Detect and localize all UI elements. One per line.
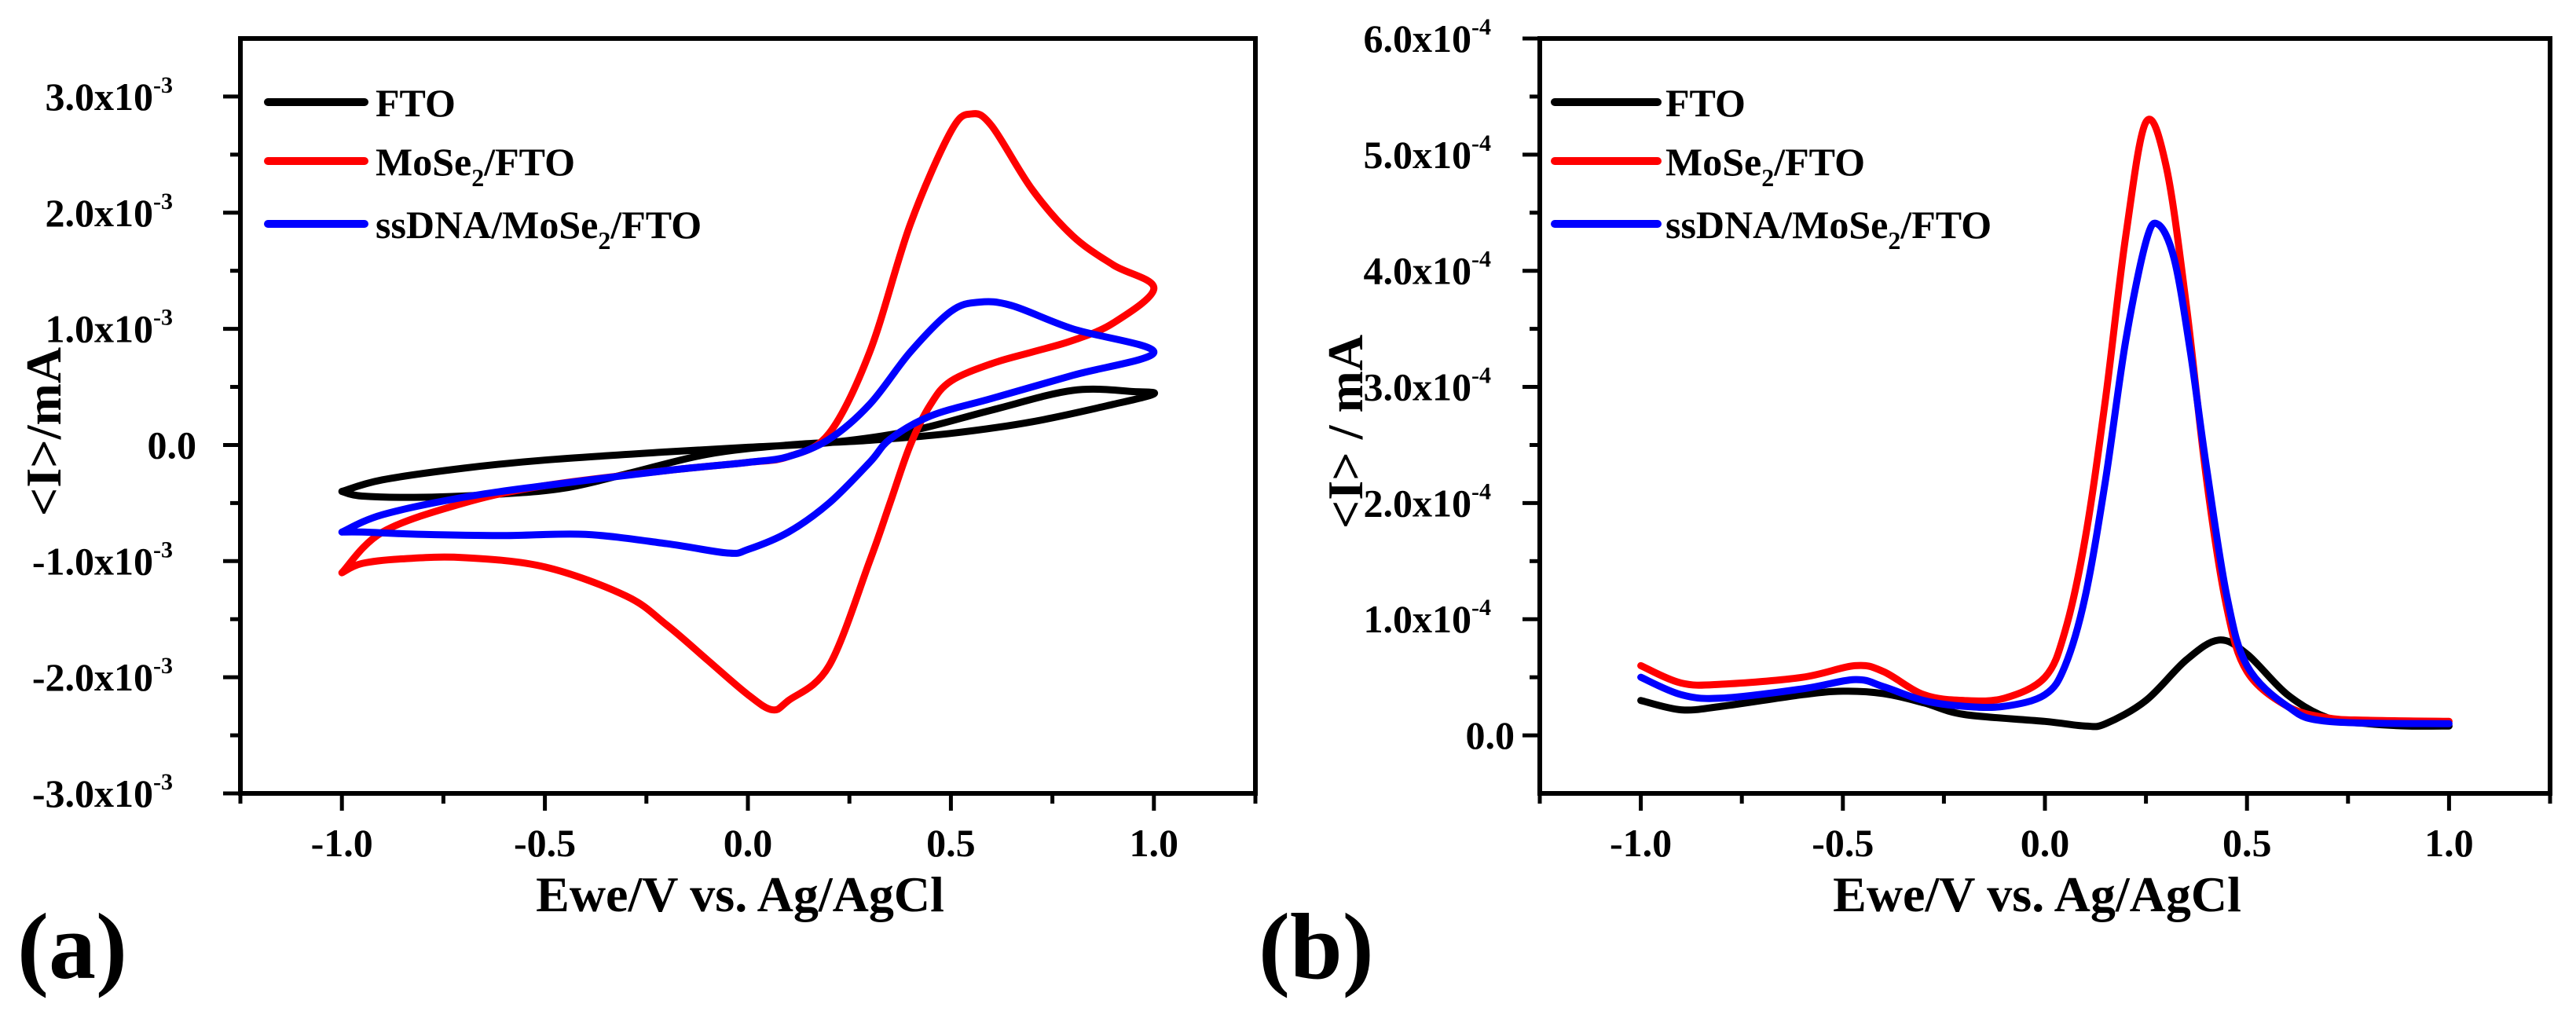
x-tick-label: 1.0 [2424, 821, 2474, 865]
y-tick-label: 0.0 [148, 423, 197, 467]
y-tick-base: 3.0x10 [1364, 365, 1472, 409]
x-tick-label: 0.5 [926, 821, 976, 865]
legend-label-main: ssDNA/MoSe [1665, 203, 1888, 247]
x-tick-label: -0.5 [1812, 821, 1874, 865]
y-tick-label: 1.0x10-3 [46, 305, 174, 351]
legend-label-main: FTO [376, 81, 456, 125]
x-axis-title: Ewe/V vs. Ag/AgCl [1833, 866, 2241, 922]
x-tick-label: -0.5 [514, 821, 576, 865]
y-tick-base: 0.0 [1466, 713, 1515, 757]
y-tick-label: 3.0x10-3 [46, 72, 174, 119]
y-tick-label: 0.0 [1466, 713, 1515, 757]
x-tick-label: 0.0 [2021, 821, 2070, 865]
legend-label-main: FTO [1665, 81, 1746, 125]
y-tick-base: 1.0x10 [46, 307, 154, 351]
y-tick-base: 4.0x10 [1364, 249, 1472, 293]
legend-label-tail: /FTO [1900, 203, 1992, 247]
y-tick-exponent: -3 [153, 72, 173, 98]
y-tick-exponent: -4 [1471, 363, 1491, 389]
panel-label: (a) [17, 894, 127, 998]
y-tick-base: 5.0x10 [1364, 133, 1472, 177]
legend-label: FTO [1665, 81, 1746, 125]
x-tick-label: 1.0 [1130, 821, 1179, 865]
y-tick-base: 6.0x10 [1364, 16, 1472, 60]
series-line-2 [338, 298, 1158, 557]
y-tick-base: 2.0x10 [1364, 481, 1472, 525]
y-tick-exponent: -3 [153, 653, 173, 679]
series-line-2 [1637, 219, 2453, 727]
y-tick-base: -1.0x10 [32, 539, 153, 583]
legend-label: FTO [376, 81, 456, 125]
legend-label: ssDNA/MoSe2/FTO [1665, 203, 1992, 255]
y-tick-base: -3.0x10 [32, 771, 153, 815]
legend-label-subscript: 2 [598, 226, 610, 255]
y-tick-exponent: -4 [1471, 130, 1491, 156]
y-tick-label: -2.0x10-3 [32, 653, 173, 699]
y-tick-label: 3.0x10-4 [1364, 363, 1492, 409]
panel-label: (b) [1259, 894, 1374, 998]
y-tick-base: 3.0x10 [46, 75, 154, 119]
y-tick-exponent: -4 [1471, 14, 1491, 40]
y-axis-title: <I> / mA [1317, 335, 1373, 529]
y-tick-label: 2.0x10-4 [1364, 478, 1492, 525]
legend-label: MoSe2/FTO [1665, 140, 1865, 192]
y-tick-label: 5.0x10-4 [1364, 130, 1492, 177]
chart-panel-b: 6.0x10-45.0x10-44.0x10-43.0x10-42.0x10-4… [1259, 14, 2552, 998]
y-tick-exponent: -4 [1471, 595, 1491, 621]
chart-panel-a: 3.0x10-32.0x10-31.0x10-30.0-1.0x10-3-2.0… [16, 36, 1258, 998]
series-line-0 [338, 385, 1159, 501]
y-tick-label: -3.0x10-3 [32, 769, 173, 815]
legend-label-tail: /FTO [483, 140, 575, 184]
legend-label-main: MoSe [376, 140, 471, 184]
legend-label: MoSe2/FTO [376, 140, 575, 192]
y-tick-label: -1.0x10-3 [32, 537, 173, 583]
y-tick-exponent: -3 [153, 189, 173, 214]
y-tick-label: 4.0x10-4 [1364, 247, 1492, 293]
y-tick-base: 2.0x10 [46, 191, 154, 235]
y-tick-exponent: -3 [153, 537, 173, 562]
legend-label-main: ssDNA/MoSe [376, 203, 598, 247]
y-tick-base: 1.0x10 [1364, 597, 1472, 641]
x-tick-label: 0.5 [2222, 821, 2272, 865]
y-tick-exponent: -4 [1471, 478, 1491, 504]
x-tick-label: 0.0 [724, 821, 773, 865]
legend-label-subscript: 2 [471, 163, 484, 192]
y-tick-exponent: -3 [153, 769, 173, 795]
y-tick-base: 0.0 [148, 423, 197, 467]
y-tick-label: 2.0x10-3 [46, 189, 174, 235]
y-tick-exponent: -3 [153, 305, 173, 331]
legend-label-tail: /FTO [610, 203, 702, 247]
legend-label-subscript: 2 [1888, 226, 1900, 255]
y-tick-label: 1.0x10-4 [1364, 595, 1492, 641]
y-axis-title: <I>/mA [16, 347, 71, 516]
y-tick-exponent: -4 [1471, 247, 1491, 273]
legend-label-main: MoSe [1665, 140, 1761, 184]
legend-label-tail: /FTO [1773, 140, 1865, 184]
x-tick-label: -1.0 [1610, 821, 1672, 865]
legend-label-subscript: 2 [1761, 163, 1774, 192]
x-tick-label: -1.0 [311, 821, 373, 865]
legend-label: ssDNA/MoSe2/FTO [376, 203, 702, 255]
y-tick-label: 6.0x10-4 [1364, 14, 1492, 60]
x-axis-title: Ewe/V vs. Ag/AgCl [536, 866, 944, 922]
y-tick-base: -2.0x10 [32, 655, 153, 699]
